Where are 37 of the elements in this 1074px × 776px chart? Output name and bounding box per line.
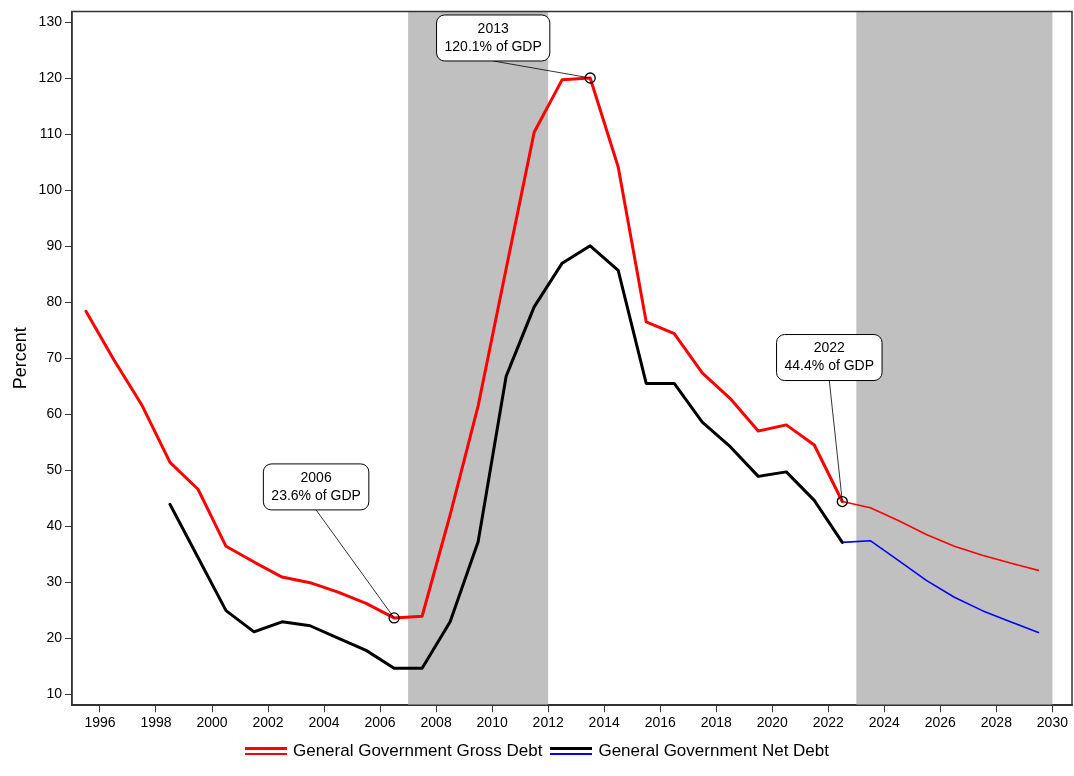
y-tick-label: 70	[46, 349, 63, 366]
x-tick-label: 2020	[756, 714, 789, 731]
y-tick-label: 130	[38, 13, 63, 30]
annotation: 2013 120.1% of GDP	[444, 19, 542, 54]
y-tick-label: 80	[46, 293, 63, 310]
y-tick-label: 50	[46, 461, 63, 478]
x-tick-label: 2026	[924, 714, 957, 731]
x-tick-label: 1998	[140, 714, 172, 731]
y-tick-label: 40	[46, 517, 63, 534]
x-tick-label: 2010	[476, 714, 508, 731]
x-tick-label: 2008	[420, 714, 452, 731]
x-tick-label: 2016	[644, 714, 676, 731]
annotation: 2006 23.6% of GDP	[271, 468, 361, 503]
x-tick-label: 2030	[1036, 714, 1069, 731]
y-tick-label: 10	[46, 684, 63, 701]
y-tick-label: 120	[38, 69, 63, 86]
x-tick-label: 2000	[196, 714, 228, 731]
y-tick-label: 20	[46, 628, 63, 645]
legend-label: General Government Net Debt	[598, 741, 829, 761]
y-axis-title: Percent	[9, 327, 30, 390]
annotation: 2022 44.4% of GDP	[784, 339, 875, 374]
x-tick-label: 2018	[700, 714, 733, 731]
y-tick-label: 60	[46, 405, 63, 422]
x-tick-label: 2004	[308, 714, 340, 731]
x-tick-label: 2028	[980, 714, 1013, 731]
x-tick-label: 2022	[812, 714, 845, 731]
x-tick-label: 2012	[532, 714, 564, 731]
y-tick-label: 30	[46, 572, 63, 589]
x-tick-label: 2006	[364, 714, 396, 731]
x-tick-label: 2014	[588, 714, 620, 731]
legend-label: General Government Gross Debt	[292, 741, 543, 761]
y-tick-label: 90	[46, 237, 63, 254]
y-tick-label: 110	[39, 125, 63, 142]
x-tick-label: 2024	[868, 714, 901, 731]
x-tick-label: 1996	[84, 714, 116, 731]
x-tick-label: 2002	[252, 714, 284, 731]
y-tick-label: 100	[38, 181, 63, 198]
